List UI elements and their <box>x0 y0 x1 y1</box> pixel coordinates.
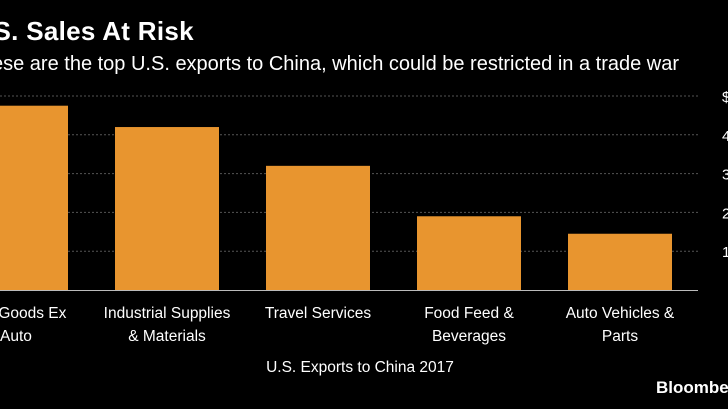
bar <box>115 127 219 290</box>
category-label: Travel Services <box>265 305 371 322</box>
y-tick-label: $ <box>722 89 728 106</box>
bar <box>266 165 370 290</box>
category-label: Food Feed & Beverages <box>424 305 514 345</box>
y-tick-label: 4 <box>722 128 728 145</box>
y-tick-labels: 1 2 3 4 $ <box>722 89 728 261</box>
chart-subtitle: ese are the top U.S. exports to China, w… <box>0 53 680 75</box>
category-label: Auto Vehicles & Parts <box>566 305 675 345</box>
category-label: Industrial Supplies & Materials <box>104 305 231 345</box>
bloomberg-logo: Bloomberg <box>656 378 728 397</box>
y-tick-label: 2 <box>722 205 728 222</box>
bar <box>417 216 521 290</box>
y-tick-label: 1 <box>722 244 728 261</box>
chart-title: .S. Sales At Risk <box>0 16 194 46</box>
y-tick-label: 3 <box>722 167 728 184</box>
x-axis-title: U.S. Exports to China 2017 <box>266 359 454 376</box>
bar <box>0 105 68 290</box>
bars <box>0 105 672 290</box>
bar <box>568 233 672 290</box>
